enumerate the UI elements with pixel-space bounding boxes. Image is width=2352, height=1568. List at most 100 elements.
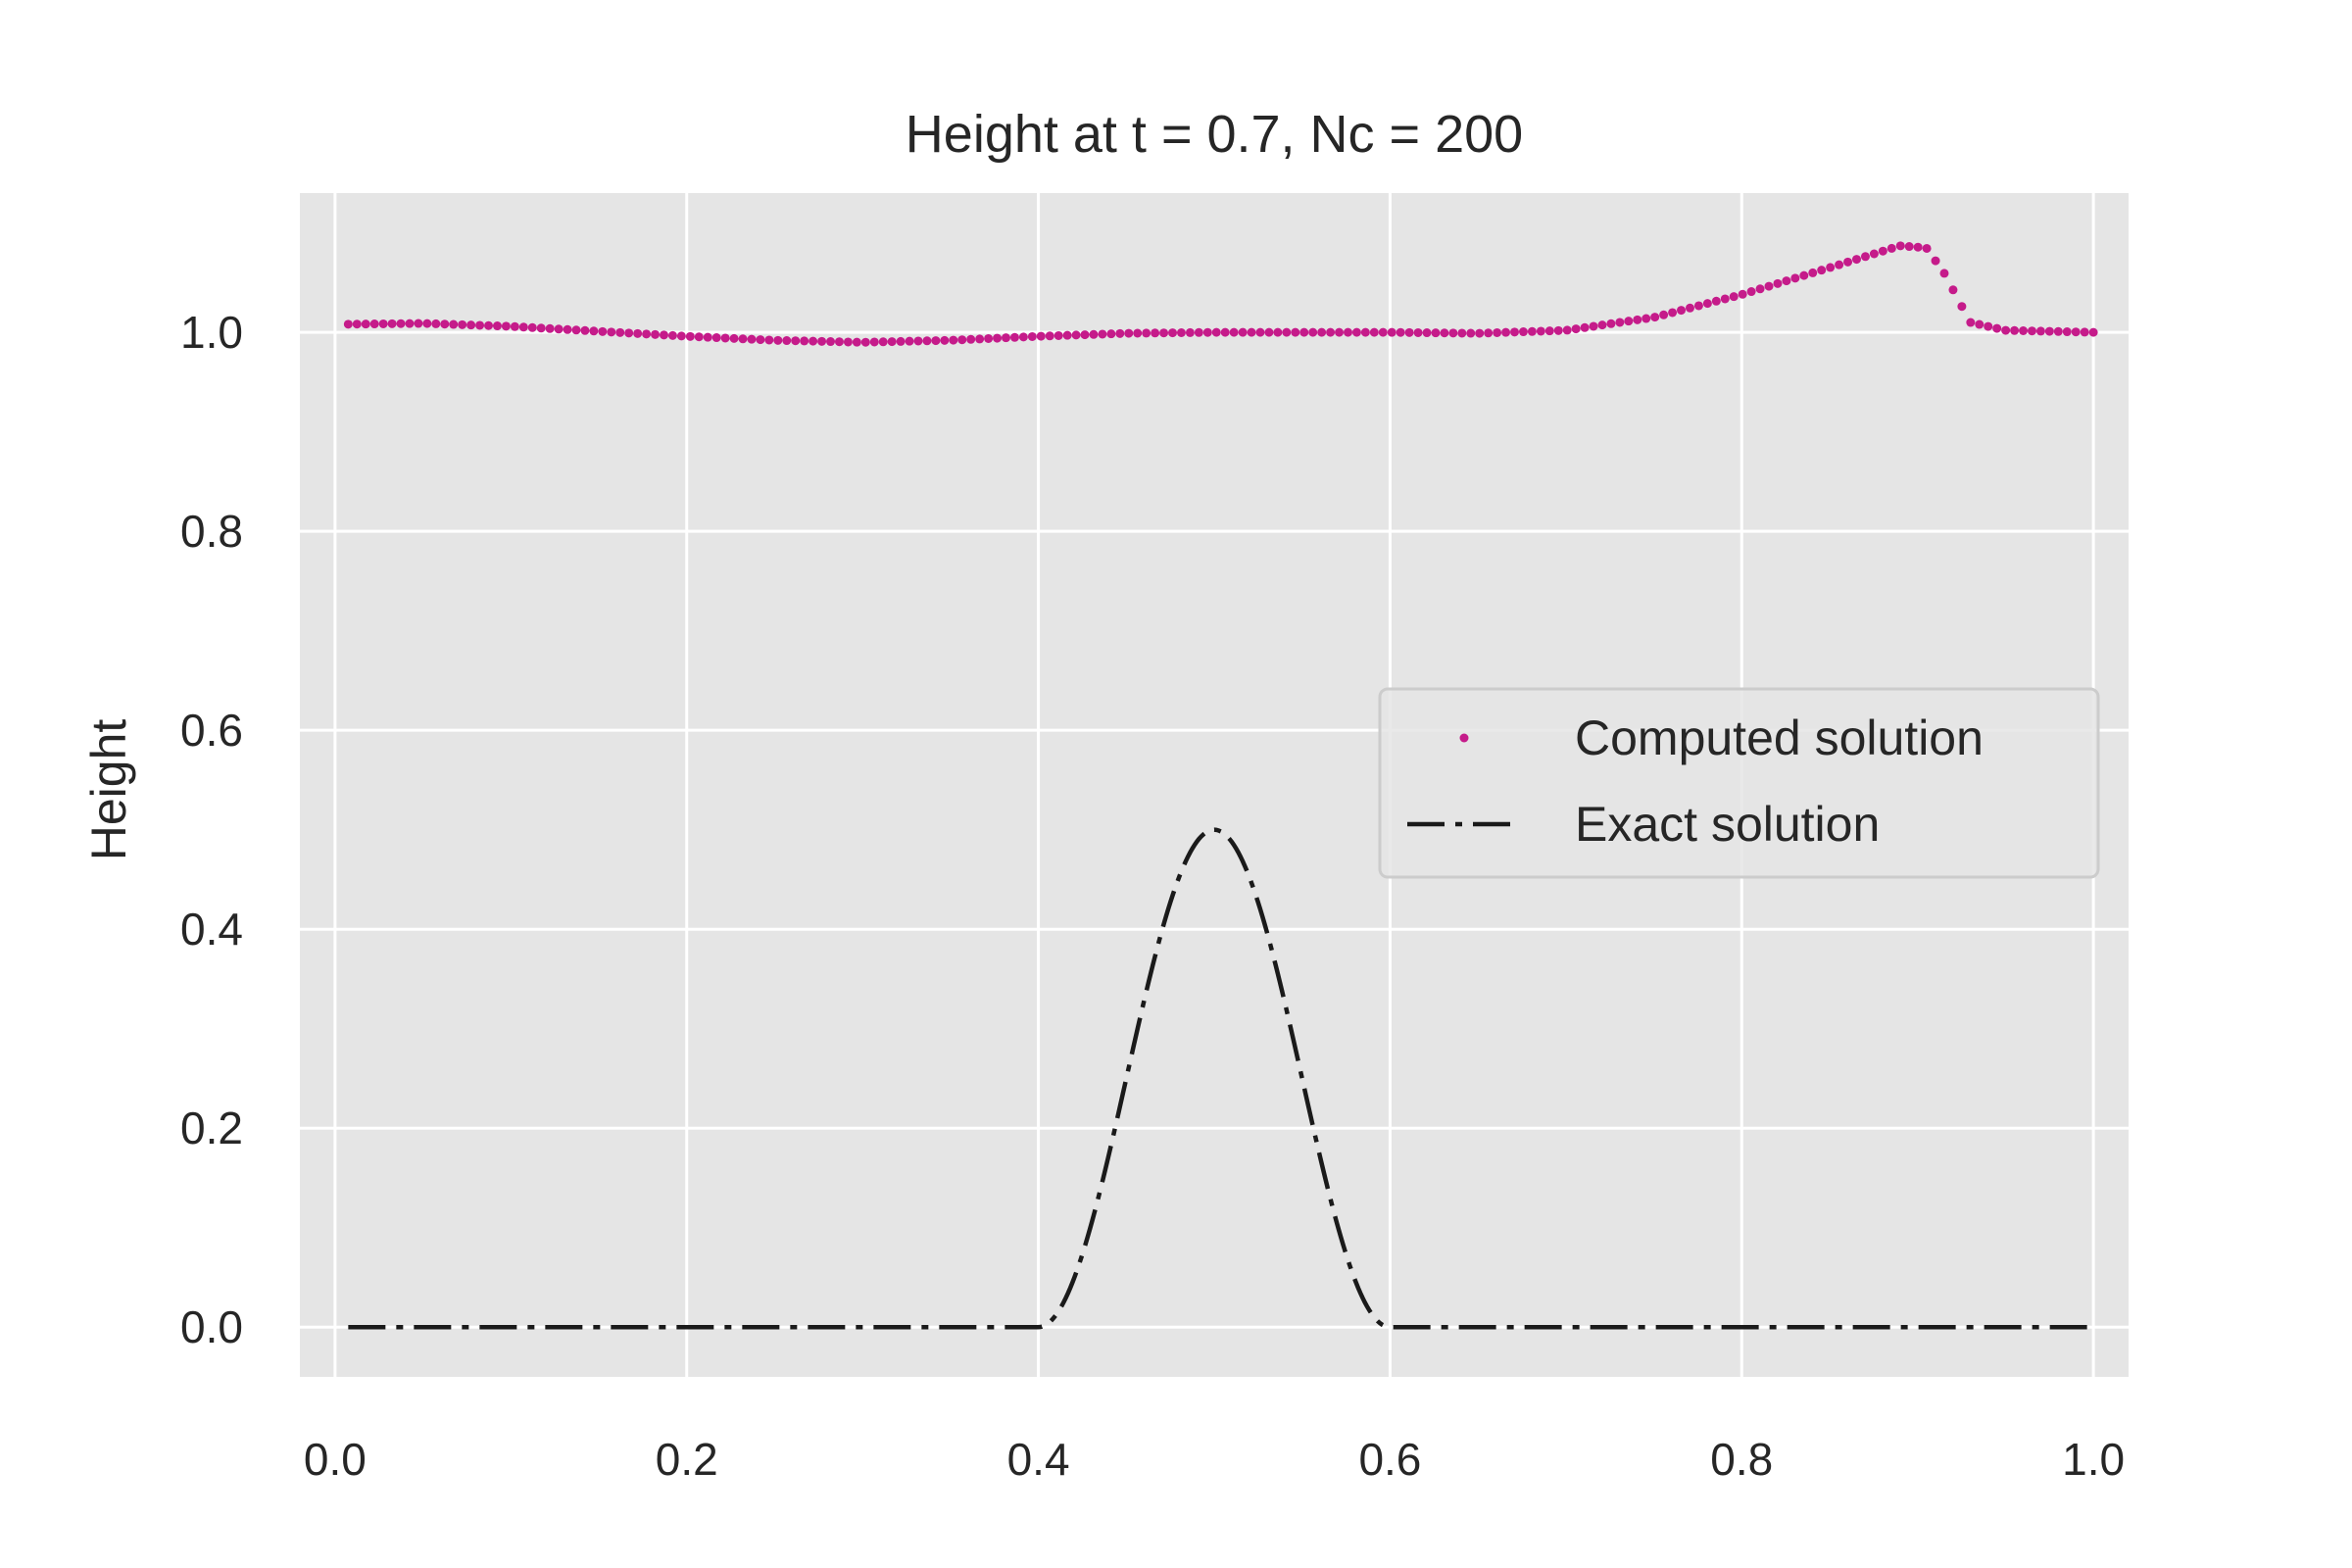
computed-point xyxy=(791,336,801,346)
computed-point xyxy=(1045,331,1054,341)
computed-point xyxy=(922,336,932,346)
computed-point xyxy=(633,328,643,338)
computed-point xyxy=(1106,329,1116,339)
computed-point xyxy=(993,333,1003,343)
computed-point xyxy=(1702,299,1712,309)
computed-point xyxy=(1115,328,1125,338)
computed-point xyxy=(1571,324,1581,334)
computed-point xyxy=(1255,327,1265,337)
computed-point xyxy=(1720,294,1730,304)
computed-point xyxy=(1597,320,1607,330)
computed-point xyxy=(1142,328,1152,338)
computed-point xyxy=(1536,326,1545,336)
computed-point xyxy=(1238,327,1248,337)
computed-point xyxy=(773,335,783,345)
computed-point xyxy=(2010,325,2020,335)
computed-point xyxy=(1493,327,1502,337)
computed-point xyxy=(1448,328,1458,338)
computed-point xyxy=(1615,318,1625,327)
computed-point xyxy=(1089,329,1099,339)
computed-point xyxy=(343,319,353,329)
computed-point xyxy=(1984,321,1993,331)
computed-point xyxy=(1738,289,1747,299)
computed-point xyxy=(615,327,625,337)
computed-point xyxy=(913,336,923,346)
computed-point xyxy=(1633,315,1642,324)
computed-point xyxy=(1343,327,1352,337)
legend-label-exact: Exact solution xyxy=(1575,797,1880,852)
computed-point xyxy=(2062,327,2072,337)
legend-label-computed: Computed solution xyxy=(1575,710,1984,765)
computed-point xyxy=(1098,329,1107,339)
computed-point xyxy=(1755,284,1765,294)
computed-point xyxy=(1860,252,1870,262)
computed-point xyxy=(1544,326,1554,336)
computed-point xyxy=(1606,318,1616,328)
computed-point xyxy=(1211,327,1221,337)
computed-point xyxy=(764,335,774,345)
computed-point xyxy=(1457,328,1467,338)
computed-point xyxy=(1808,268,1818,277)
computed-point xyxy=(1817,266,1827,275)
computed-point xyxy=(1027,331,1037,341)
computed-point xyxy=(2027,326,2036,336)
computed-point xyxy=(396,318,406,328)
computed-point xyxy=(747,334,757,344)
computed-point xyxy=(510,321,519,331)
computed-point xyxy=(1308,327,1318,337)
computed-point xyxy=(1133,328,1143,338)
tick-labels: 0.0 0.2 0.4 0.6 0.8 1.0 0.0 0.2 0.4 0.6 0.8 1.0 xyxy=(180,307,2125,1485)
computed-point xyxy=(1746,287,1756,297)
computed-point xyxy=(1080,330,1090,340)
computed-point xyxy=(1194,327,1203,337)
computed-point xyxy=(843,337,853,347)
computed-point xyxy=(1422,328,1432,338)
computed-point xyxy=(1966,318,1976,327)
computed-point xyxy=(1869,249,1879,259)
computed-point xyxy=(607,327,616,337)
computed-point xyxy=(449,319,459,329)
computed-point xyxy=(361,319,370,329)
computed-point xyxy=(2053,326,2063,336)
computed-point xyxy=(1948,285,1958,295)
computed-point xyxy=(1518,327,1528,337)
computed-point xyxy=(1378,327,1388,337)
computed-point xyxy=(1036,331,1046,341)
computed-point xyxy=(2019,326,2029,335)
computed-point xyxy=(2088,327,2098,337)
computed-point xyxy=(2001,325,2011,335)
computed-point xyxy=(1799,270,1809,280)
computed-point xyxy=(1159,328,1169,338)
computed-point xyxy=(563,324,572,334)
computed-point xyxy=(1351,327,1361,337)
legend: Computed solution Exact solution xyxy=(1378,687,2100,879)
computed-point xyxy=(1510,327,1520,337)
computed-point xyxy=(1071,330,1081,340)
computed-point xyxy=(484,320,494,330)
x-tick-label-0: 0.0 xyxy=(304,1434,367,1485)
computed-point xyxy=(1404,327,1414,337)
computed-point xyxy=(2044,326,2054,336)
computed-point xyxy=(369,319,379,329)
chart-title: Height at t = 0.7, Nc = 200 xyxy=(906,105,1523,164)
y-tick-label-5: 1.0 xyxy=(180,307,243,358)
x-tick-label-2: 0.4 xyxy=(1007,1434,1070,1485)
computed-point xyxy=(545,323,555,333)
computed-point xyxy=(957,335,967,345)
computed-point xyxy=(1931,256,1940,266)
computed-point xyxy=(580,325,590,335)
computed-point xyxy=(1247,327,1256,337)
computed-point xyxy=(1291,327,1300,337)
computed-point xyxy=(1642,314,1651,323)
computed-point xyxy=(2080,327,2089,337)
computed-point xyxy=(2035,326,2045,336)
x-tick-label-4: 0.8 xyxy=(1710,1434,1773,1485)
computed-point xyxy=(624,328,634,338)
computed-point xyxy=(1826,263,1836,272)
computed-point xyxy=(1975,319,1984,329)
computed-point xyxy=(1440,328,1449,338)
computed-point xyxy=(1904,242,1914,252)
computed-point xyxy=(1185,327,1195,337)
computed-point xyxy=(387,318,397,328)
computed-point xyxy=(676,331,686,341)
